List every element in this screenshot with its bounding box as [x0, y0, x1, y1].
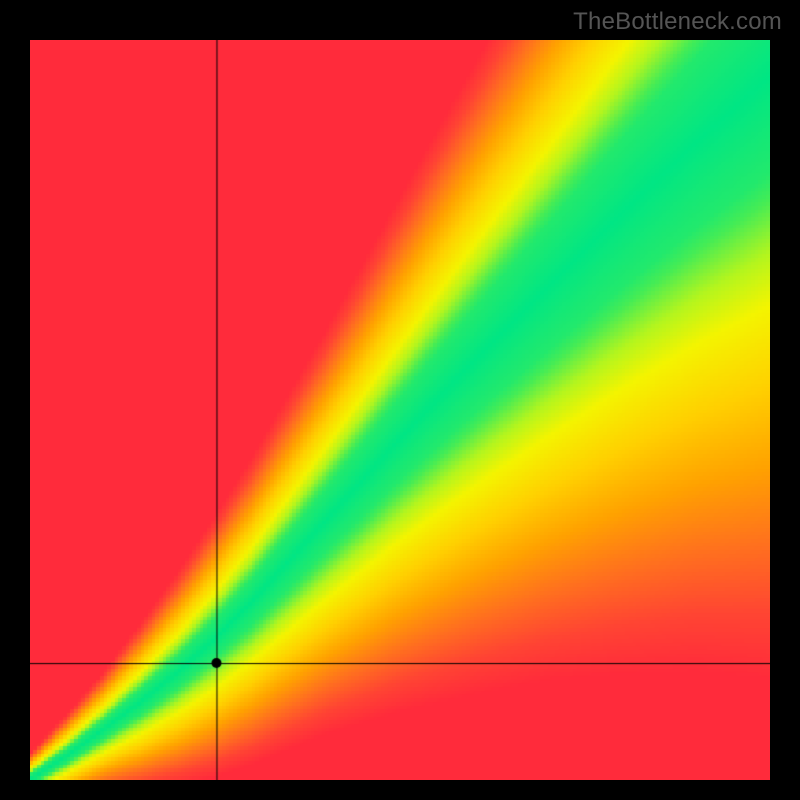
chart-container: TheBottleneck.com — [0, 0, 800, 800]
watermark-text: TheBottleneck.com — [573, 8, 782, 36]
bottleneck-heatmap — [30, 40, 770, 780]
